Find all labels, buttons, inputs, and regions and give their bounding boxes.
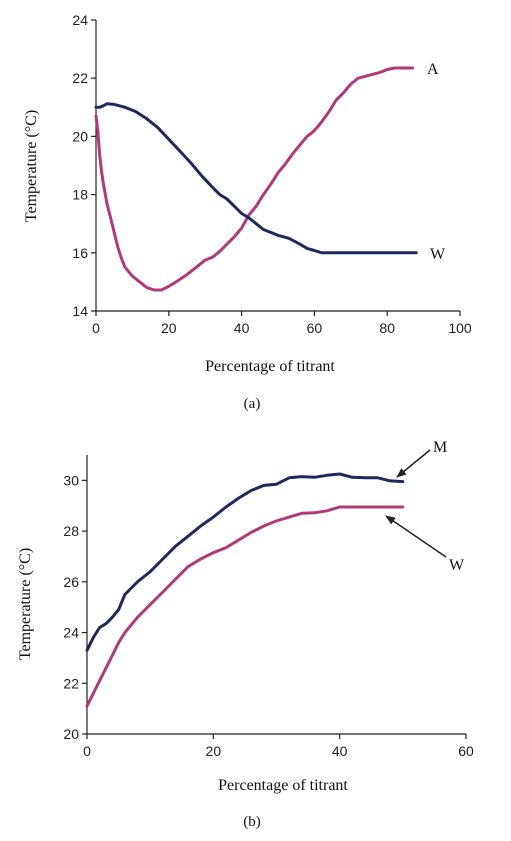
panel-b-y-tick-label: 20 <box>63 726 79 742</box>
panel-a-series-line-a <box>94 66 415 292</box>
panel-a-axes <box>95 20 460 312</box>
panel-a-x-tick-label: 0 <box>92 320 100 336</box>
panel-b-series <box>85 472 405 708</box>
panel-a-x-tick-label: 40 <box>234 320 250 336</box>
panel-a-y-tick-label: 24 <box>72 12 88 28</box>
panel-a-y-tick-label: 14 <box>72 303 88 319</box>
panel-a: 0 20 40 60 80 100 14 16 18 20 22 24 Percentage of t… <box>23 12 472 412</box>
panel-a-x-tick-label: 100 <box>448 320 472 336</box>
panel-a-y-tick-label: 22 <box>72 70 88 86</box>
panel-b-x-tick-label: 60 <box>458 743 474 759</box>
panel-b-series-label-w: W <box>449 557 465 574</box>
panel-a-x-axis-title: Percentage of titrant <box>205 358 335 375</box>
panel-b-y-tick-label: 26 <box>63 574 79 590</box>
panel-b-y-tick-label: 22 <box>63 675 79 691</box>
panel-a-label: (a) <box>244 396 261 412</box>
panel-a-y-tick-label: 18 <box>72 187 88 203</box>
panel-b-x-tick-label: 0 <box>83 743 91 759</box>
panel-b-y-tick-label: 24 <box>63 625 79 641</box>
panel-a-series-line-w <box>94 102 418 255</box>
panel-b-y-tick-label: 30 <box>63 472 79 488</box>
panel-a-series-label-w: W <box>430 246 446 263</box>
panel-a-series-label-a: A <box>427 61 439 78</box>
panel-b-arrow-w <box>385 515 447 558</box>
panel-a-y-axis-title: Temperature (°C) <box>23 110 40 222</box>
panel-b-x-tick-label: 40 <box>332 743 348 759</box>
panel-a-series <box>94 66 418 292</box>
panel-b-x-axis-title: Percentage of titrant <box>218 777 348 794</box>
panel-b-y-axis-title: Temperature (°C) <box>17 548 34 660</box>
panel-b-x-tick-label: 20 <box>206 743 222 759</box>
panel-a-x-tick-label: 60 <box>307 320 323 336</box>
panel-b-series-label-m: M <box>433 439 447 456</box>
panel-a-x-tick-label: 80 <box>379 320 395 336</box>
panel-a-y-tick-label: 16 <box>72 245 88 261</box>
panel-b-axes <box>86 455 466 735</box>
panel-b-series-line-m <box>85 472 405 652</box>
panel-a-ticks: 0 20 40 60 80 100 14 16 18 20 22 24 <box>72 12 471 336</box>
panel-a-x-tick-label: 20 <box>161 320 177 336</box>
panel-b-series-line-w <box>85 505 405 708</box>
panel-b-label: (b) <box>243 814 261 830</box>
panel-b-y-tick-label: 28 <box>63 523 79 539</box>
panel-a-y-tick-label: 20 <box>72 128 88 144</box>
panel-b-arrow-m <box>396 449 431 478</box>
